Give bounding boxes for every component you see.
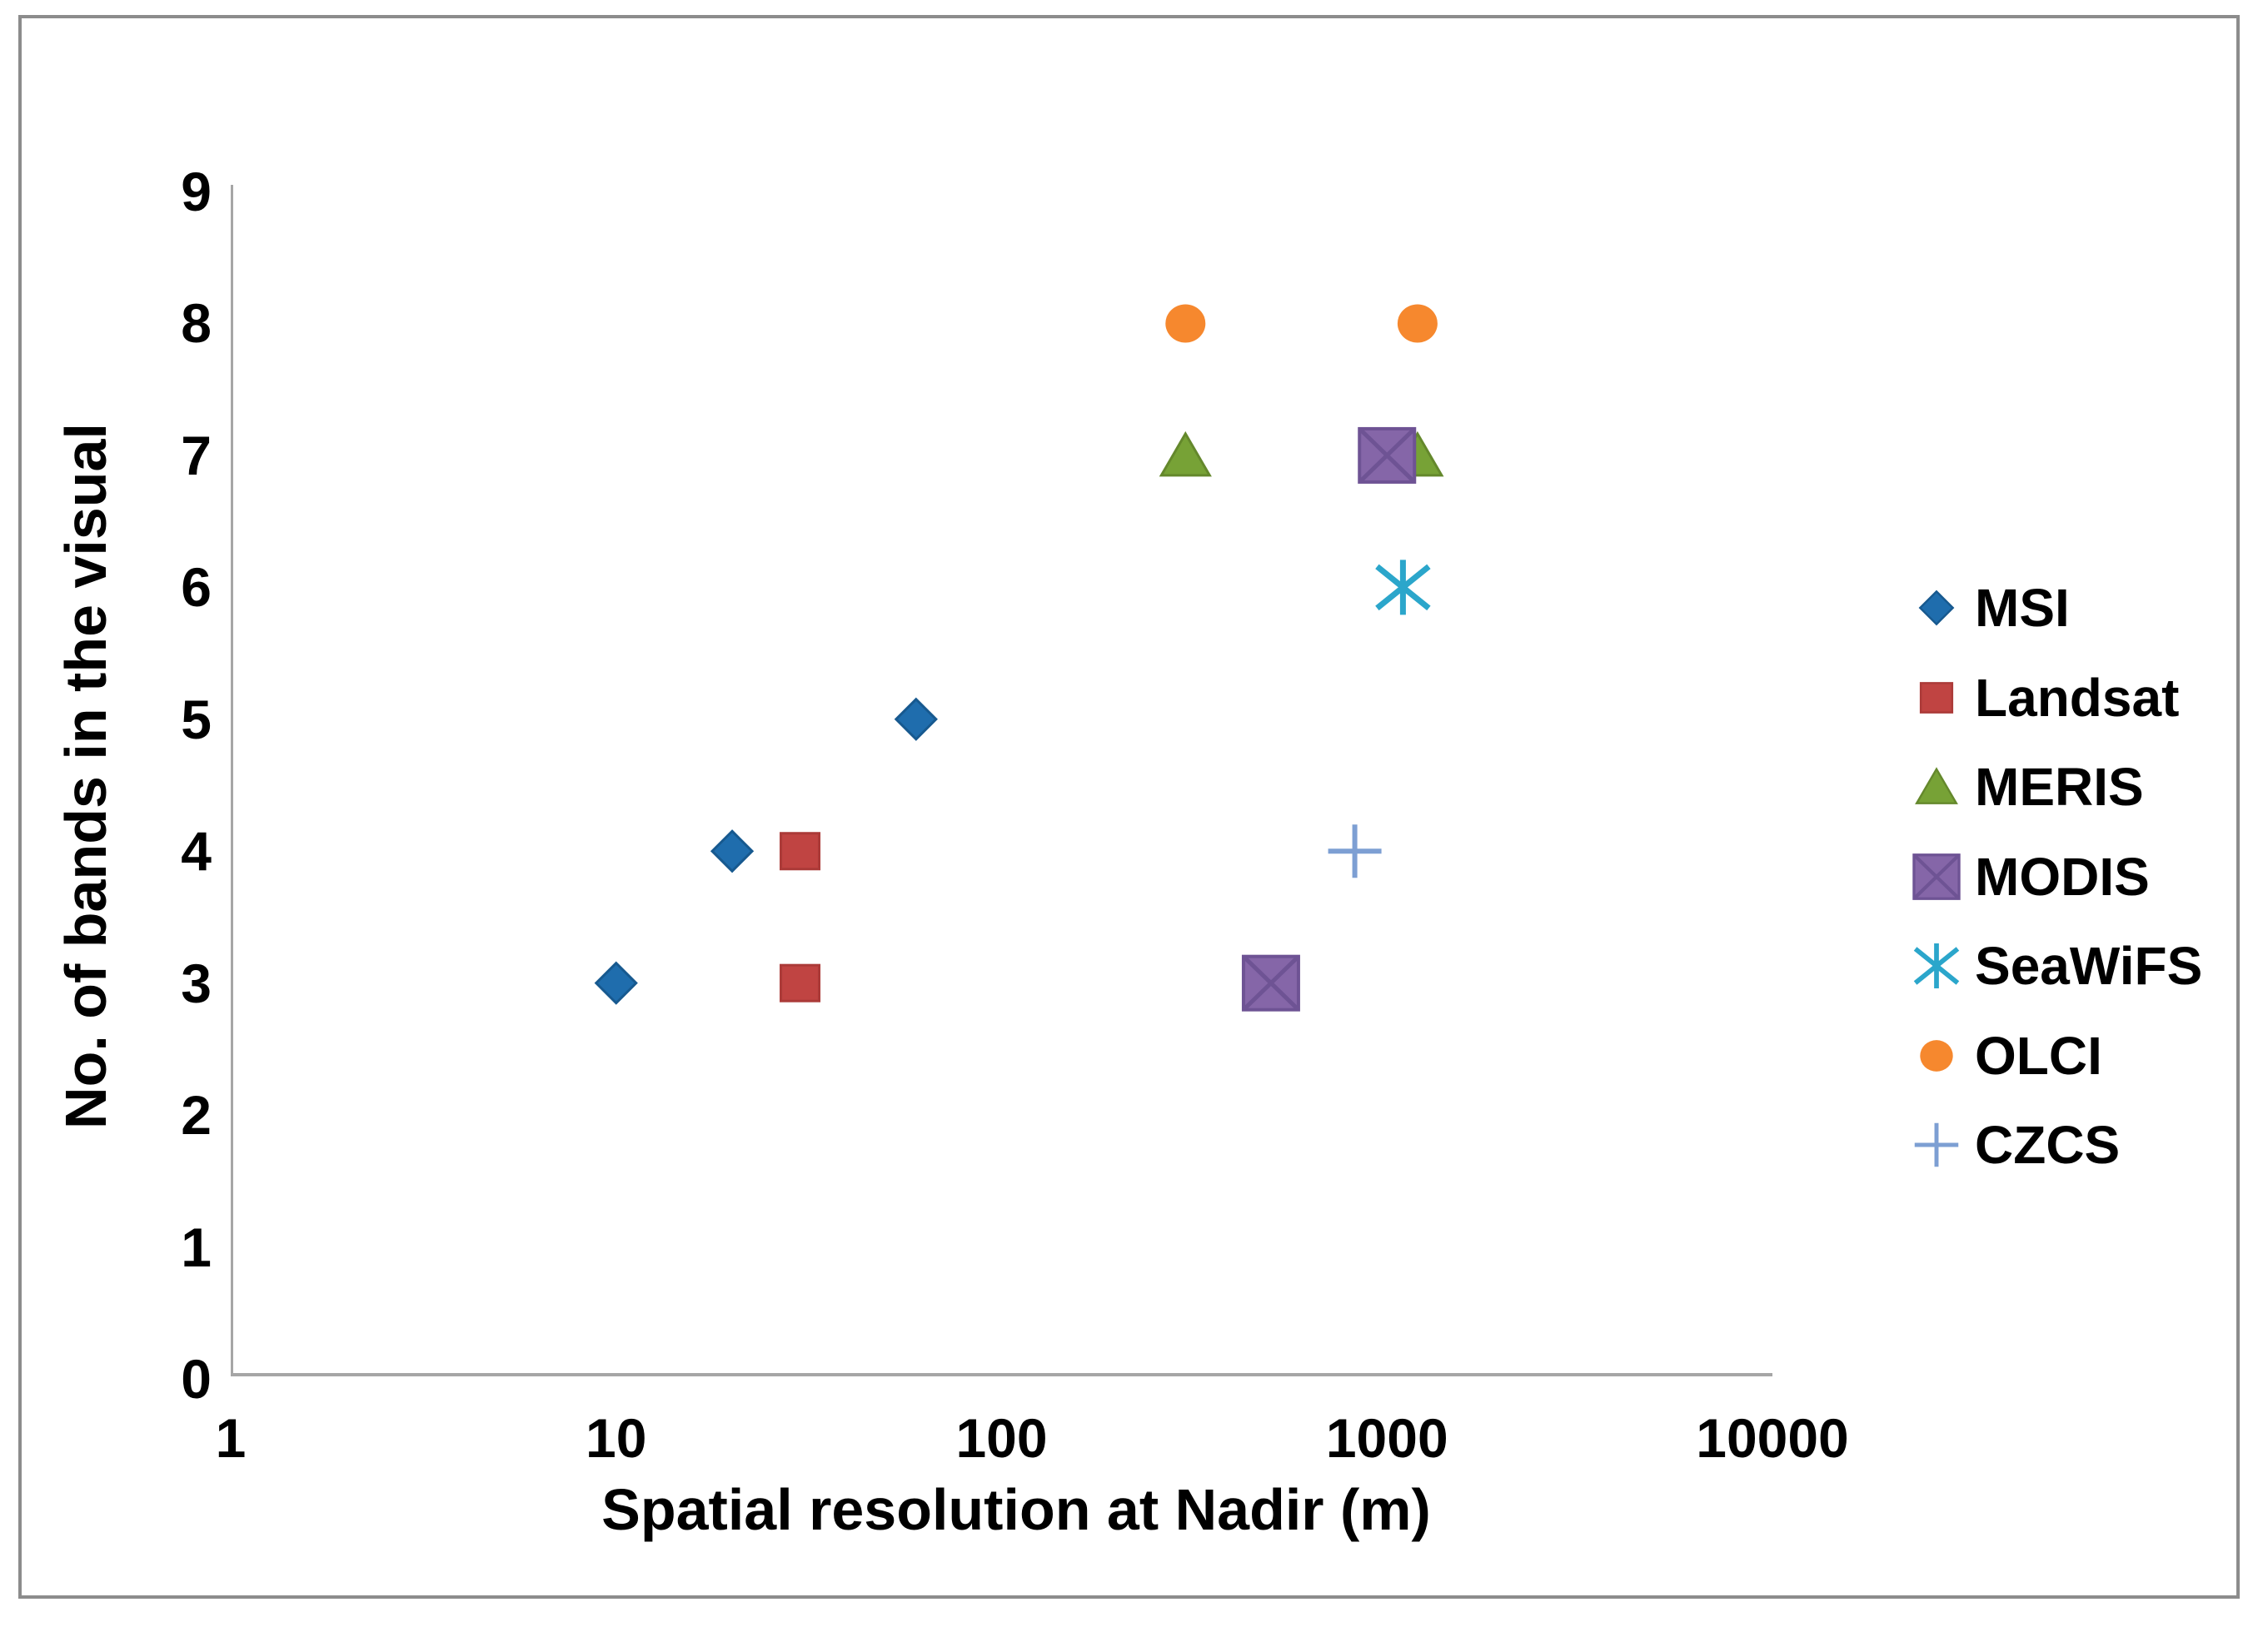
legend-marker-MERIS-icon [1915,767,1958,804]
data-point-OLCI [1397,304,1438,343]
x-tick-label: 10 [586,1407,647,1469]
data-point-MODIS [1241,954,1300,1012]
legend-label-MSI: MSI [1975,578,2070,638]
y-tick-label: 4 [181,820,212,883]
y-tick-label: 8 [181,292,212,355]
legend-label-MERIS: MERIS [1975,757,2144,817]
legend-label-MODIS: MODIS [1975,846,2150,907]
legend-item-MODIS: MODIS [1905,850,2150,903]
y-tick-label: 5 [181,688,212,750]
legend-label-SeaWiFS: SeaWiFS [1975,936,2203,996]
data-point-MERIS [1159,430,1212,477]
x-tick-label: 1 [215,1407,247,1469]
legend-marker-CZCS-icon [1914,1122,1959,1167]
legend-marker-MSI-icon [1918,590,1955,626]
data-point-MSI [894,697,938,741]
legend-marker-Landsat-icon [1919,681,1954,714]
legend-item-MSI: MSI [1905,581,2070,634]
data-point-SeaWiFS [1375,560,1431,615]
legend-label-Landsat: Landsat [1975,667,2180,728]
data-point-MSI [710,829,755,873]
legend-marker-OLCI-icon [1920,1039,1953,1072]
legend-marker-MODIS-icon [1912,853,1961,900]
data-point-Landsat [780,963,821,1003]
legend-marker-SeaWiFS-icon [1913,943,1960,989]
x-tick-label: 100 [955,1407,1048,1469]
y-tick-label: 2 [181,1084,212,1147]
x-axis-title: Spatial resolution at Nadir (m) [601,1477,1431,1542]
y-tick-label: 7 [181,424,212,486]
legend-item-SeaWiFS: SeaWiFS [1905,939,2202,993]
y-tick-label: 3 [181,952,212,1014]
legend-item-Landsat: Landsat [1905,671,2179,724]
data-point-MODIS [1358,426,1417,484]
legend-item-MERIS: MERIS [1905,760,2144,814]
legend-label-CZCS: CZCS [1975,1115,2121,1175]
y-axis-line [231,185,233,1376]
data-point-OLCI [1165,304,1206,343]
data-point-MSI [594,961,638,1005]
y-tick-label: 9 [181,161,212,223]
legend-item-OLCI: OLCI [1905,1029,2102,1082]
y-tick-label: 0 [181,1348,212,1410]
chart-border [18,15,2240,1599]
x-axis-line [231,1373,1772,1376]
legend-label-OLCI: OLCI [1975,1025,2102,1086]
data-point-Landsat [780,832,821,871]
legend-item-CZCS: CZCS [1905,1118,2120,1172]
y-tick-label: 1 [181,1216,212,1278]
data-point-CZCS [1328,824,1382,878]
y-tick-label: 6 [181,556,212,619]
x-tick-label: 10000 [1696,1407,1849,1469]
x-tick-label: 1000 [1325,1407,1448,1469]
